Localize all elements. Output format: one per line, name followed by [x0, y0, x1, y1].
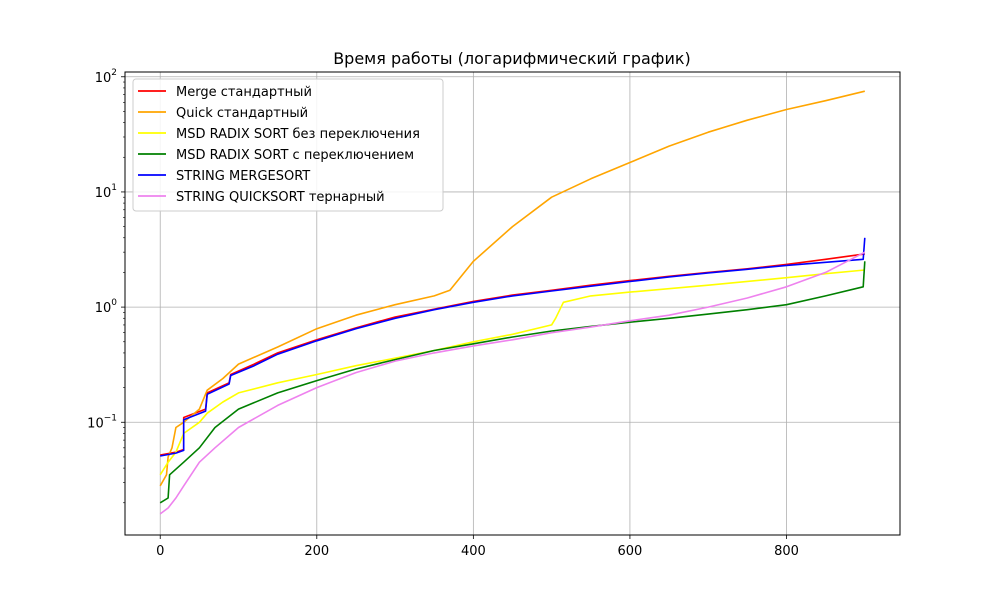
legend-label: Quick стандартный [176, 106, 308, 121]
y-tick-base: 10 [95, 186, 112, 201]
x-tick-label: 600 [618, 544, 643, 559]
y-tick-exponent: 1 [111, 183, 117, 193]
y-tick-exponent: −1 [104, 413, 117, 423]
y-tick-base: 10 [95, 301, 112, 316]
x-tick-label: 0 [156, 544, 164, 559]
y-tick-exponent: 0 [111, 298, 117, 308]
legend-label: MSD RADIX SORT с переключением [176, 148, 414, 163]
series-line [159, 261, 866, 504]
y-tick-label: 101 [95, 183, 117, 201]
plot-area-frame [124, 71, 901, 536]
legend-label: STRING MERGESORT [176, 169, 310, 184]
y-tick-label: 100 [95, 298, 118, 316]
series-line [159, 251, 866, 515]
legend-label: STRING QUICKSORT тернарный [176, 190, 385, 205]
legend-frame [132, 78, 444, 212]
y-tick-label: 10−1 [87, 413, 117, 431]
y-tick-base: 10 [95, 71, 112, 86]
x-tick-label: 800 [774, 544, 799, 559]
x-tick-label: 200 [304, 544, 329, 559]
legend-label: Merge стандартный [176, 85, 312, 100]
series-line [160, 237, 866, 457]
legend-label: MSD RADIX SORT без переключения [176, 127, 420, 142]
y-tick-exponent: 2 [111, 68, 117, 78]
y-tick-base: 10 [87, 416, 104, 431]
series-lines [159, 90, 866, 515]
x-tick-label: 400 [461, 544, 486, 559]
legend: Merge стандартный Quick стандартный MSD RA… [132, 78, 444, 212]
series-line [159, 90, 865, 487]
chart-title: Время работы (логарифмический график) [333, 49, 691, 68]
y-tick-label: 102 [95, 68, 117, 86]
